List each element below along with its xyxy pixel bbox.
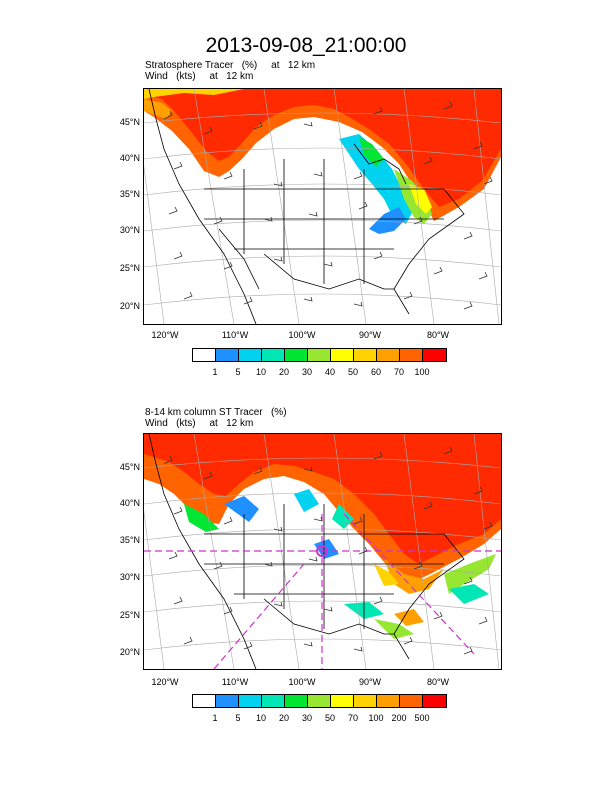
panel1-lon-label: 110°W xyxy=(221,330,249,340)
colorbar-swatch xyxy=(285,695,308,707)
panel2-subtitle-wind: Wind (kts) at 12 km xyxy=(145,418,254,429)
colorbar-swatch xyxy=(193,695,216,707)
panel2-lat-label: 35°N xyxy=(119,535,140,545)
panel1-colorbar xyxy=(192,348,447,362)
colorbar-swatch xyxy=(285,349,308,361)
panel2-lon-label: 80°W xyxy=(426,677,450,687)
colorbar-label: 100 xyxy=(368,713,384,723)
panel2-subtitle-field: 8-14 km column ST Tracer (%) xyxy=(145,407,287,418)
colorbar-label: 10 xyxy=(255,713,266,723)
panel1-lat-label: 30°N xyxy=(119,225,140,235)
colorbar-swatch xyxy=(193,349,216,361)
panel2-site-marker xyxy=(316,545,328,557)
colorbar-swatch xyxy=(377,695,400,707)
panel1-map xyxy=(143,88,502,325)
panel2-lat-label: 20°N xyxy=(119,647,140,657)
colorbar-swatch xyxy=(262,695,285,707)
panel1-lat-label: 40°N xyxy=(119,153,140,163)
colorbar-swatch xyxy=(308,349,331,361)
panel2-map xyxy=(143,433,502,670)
panel2-lon-label: 100°W xyxy=(288,677,316,687)
colorbar-swatch xyxy=(216,695,239,707)
colorbar-swatch xyxy=(331,695,354,707)
colorbar-swatch xyxy=(377,349,400,361)
panel1-subtitle-wind: Wind (kts) at 12 km xyxy=(145,71,254,82)
panel2-cross-section-lines xyxy=(144,513,501,669)
colorbar-swatch xyxy=(239,695,262,707)
colorbar-label: 40 xyxy=(324,367,335,377)
panel1-lat-label: 20°N xyxy=(119,301,140,311)
panel1-wind-barbs xyxy=(163,101,493,310)
panel2-lon-label: 110°W xyxy=(221,677,249,687)
panel2-lat-label: 25°N xyxy=(119,610,140,620)
map-title: 2013-09-08_21:00:00 xyxy=(205,34,407,57)
colorbar-label: 30 xyxy=(301,713,312,723)
panel1-lat-label: 25°N xyxy=(119,263,140,273)
panel2-wind-barbs xyxy=(163,446,493,655)
colorbar-swatch xyxy=(400,349,423,361)
panel1-coastlines xyxy=(148,89,465,324)
colorbar-label: 5 xyxy=(235,713,241,723)
colorbar-label: 200 xyxy=(391,713,407,723)
panel1-subtitle-field: Stratosphere Tracer (%) at 12 km xyxy=(145,60,316,71)
panel1-tracer-field xyxy=(144,89,501,234)
colorbar-swatch xyxy=(308,695,331,707)
colorbar-label: 50 xyxy=(347,367,358,377)
colorbar-swatch xyxy=(216,349,239,361)
colorbar-label: 500 xyxy=(414,713,430,723)
panel1-graticule xyxy=(144,89,501,324)
panel1-lon-label: 100°W xyxy=(288,330,316,340)
panel2-lon-label: 90°W xyxy=(358,677,382,687)
panel2-coastlines xyxy=(148,434,465,669)
panel2-colorbar xyxy=(192,694,447,708)
colorbar-label: 1 xyxy=(212,713,218,723)
colorbar-label: 5 xyxy=(235,367,241,377)
colorbar-swatch xyxy=(354,349,377,361)
panel1-lat-label: 45°N xyxy=(119,117,140,127)
panel2-lat-label: 45°N xyxy=(119,462,140,472)
colorbar-swatch xyxy=(423,695,446,707)
panel2-lat-label: 30°N xyxy=(119,572,140,582)
colorbar-swatch xyxy=(400,695,423,707)
colorbar-label: 1 xyxy=(212,367,218,377)
colorbar-label: 10 xyxy=(255,367,266,377)
panel2-lat-label: 40°N xyxy=(119,498,140,508)
panel2-lon-label: 120°W xyxy=(151,677,179,687)
colorbar-swatch xyxy=(239,349,262,361)
colorbar-label: 70 xyxy=(393,367,404,377)
colorbar-swatch xyxy=(354,695,377,707)
colorbar-swatch xyxy=(423,349,446,361)
panel1-lon-label: 80°W xyxy=(426,330,450,340)
colorbar-label: 20 xyxy=(278,367,289,377)
panel1-lat-label: 35°N xyxy=(119,189,140,199)
panel1-lon-label: 90°W xyxy=(358,330,382,340)
colorbar-label: 30 xyxy=(301,367,312,377)
colorbar-label: 100 xyxy=(414,367,430,377)
colorbar-swatch xyxy=(262,349,285,361)
panel1-lon-label: 120°W xyxy=(151,330,179,340)
colorbar-label: 20 xyxy=(278,713,289,723)
colorbar-label: 60 xyxy=(370,367,381,377)
colorbar-label: 70 xyxy=(347,713,358,723)
colorbar-label: 50 xyxy=(324,713,335,723)
colorbar-swatch xyxy=(331,349,354,361)
